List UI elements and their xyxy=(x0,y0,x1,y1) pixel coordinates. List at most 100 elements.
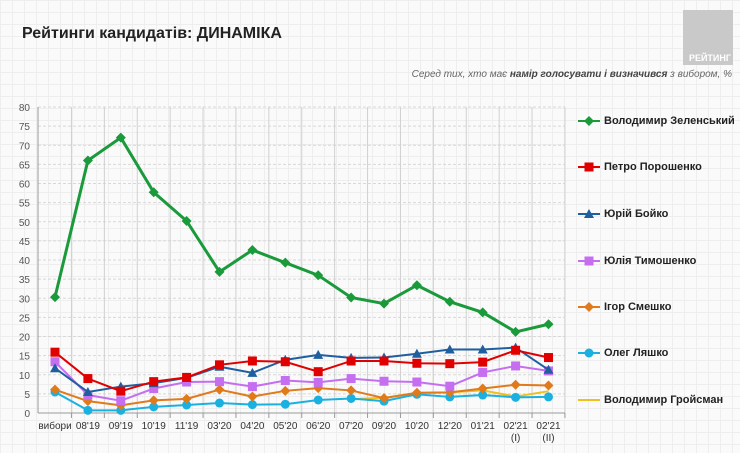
legend-item: Юлія Тимошенко xyxy=(578,255,740,269)
x-tick-label-line: 03'20 xyxy=(207,421,232,432)
legend-item: Володимир Гройсман xyxy=(578,394,740,408)
data-point xyxy=(83,374,93,384)
x-tick-label-line: 09'20 xyxy=(372,421,397,432)
y-tick-label: 15 xyxy=(19,352,31,363)
y-tick-label: 65 xyxy=(19,160,31,171)
x-tick-label-line: 07'20 xyxy=(339,421,364,432)
x-tick-label: 06'20 xyxy=(306,421,331,432)
data-point xyxy=(83,405,93,415)
y-tick-label: 5 xyxy=(24,390,30,401)
data-point xyxy=(346,385,357,396)
data-point xyxy=(346,356,356,366)
y-tick-label: 45 xyxy=(19,237,31,248)
logo-text: РЕЙТИНГ xyxy=(688,53,731,63)
data-point xyxy=(478,367,488,377)
data-point xyxy=(544,392,553,402)
data-point xyxy=(115,132,126,143)
data-point xyxy=(215,398,224,408)
x-tick-label: 01'21 xyxy=(471,421,496,432)
y-tick-label: 10 xyxy=(19,371,31,382)
data-point xyxy=(346,374,356,384)
data-point xyxy=(181,393,192,404)
data-point xyxy=(149,384,159,394)
y-tick-label: 70 xyxy=(19,141,31,152)
legend-item: Юрій Бойко xyxy=(578,208,740,222)
legend-label: Володимир Зеленський xyxy=(604,115,735,128)
data-point xyxy=(445,381,455,391)
data-point xyxy=(215,377,224,387)
x-tick-label-line: (II) xyxy=(542,433,554,444)
legend-marker xyxy=(584,256,594,266)
y-tick-label: 55 xyxy=(19,199,31,210)
x-tick-label-line: 06'20 xyxy=(306,421,331,432)
legend-label: Юлія Тимошенко xyxy=(604,255,697,268)
legend-label: Володимир Гройсман xyxy=(604,394,724,407)
data-point xyxy=(182,372,192,382)
legend-marker xyxy=(584,302,594,313)
y-tick-label: 80 xyxy=(19,103,31,114)
series-line xyxy=(54,361,549,402)
data-point xyxy=(543,364,554,374)
data-point xyxy=(379,356,389,366)
subtitle-post: з вибором, % xyxy=(667,69,732,80)
data-point xyxy=(313,367,323,377)
data-point xyxy=(50,292,60,303)
x-tick-label: 10'19 xyxy=(142,421,167,432)
legend-label: Ігор Смешко xyxy=(604,301,672,314)
data-point xyxy=(313,395,323,405)
x-tick-label: 03'20 xyxy=(207,421,232,432)
data-point xyxy=(379,298,389,309)
data-point xyxy=(280,399,290,409)
data-point xyxy=(543,319,554,330)
x-tick-label: 12'20 xyxy=(438,421,463,432)
series-line xyxy=(53,135,549,334)
data-point xyxy=(313,349,324,359)
data-point xyxy=(411,280,422,291)
logo: РЕЙТИНГ xyxy=(683,10,733,65)
x-tick-label: 02'21 (II) xyxy=(536,421,561,444)
x-tick-label-line: 08'19 xyxy=(76,421,101,432)
x-tick-label: 02'21 (I) xyxy=(504,421,529,444)
x-tick-label-line: 04'20 xyxy=(240,421,265,432)
data-point xyxy=(346,393,356,403)
data-point xyxy=(411,387,422,398)
legend-item: Петро Порошенко xyxy=(578,161,740,175)
legend-swatch xyxy=(578,162,600,172)
y-tick-label: 25 xyxy=(19,313,31,324)
series-line xyxy=(54,391,549,412)
data-point xyxy=(50,363,60,373)
data-point xyxy=(247,367,258,377)
subtitle-bold: намір голосувати і визначився xyxy=(509,69,668,80)
data-point xyxy=(149,402,159,412)
data-point xyxy=(346,292,357,303)
data-point xyxy=(182,400,192,410)
data-point xyxy=(478,390,488,400)
data-point xyxy=(477,383,488,394)
data-point xyxy=(82,155,93,166)
x-tick-label-line: 10'19 xyxy=(142,421,167,432)
data-point xyxy=(50,384,60,395)
data-point xyxy=(247,245,258,256)
data-point xyxy=(280,257,291,268)
data-point xyxy=(544,353,553,363)
x-tick-label: 10'20 xyxy=(405,421,430,432)
data-point xyxy=(445,359,455,369)
y-tick-label: 30 xyxy=(19,294,31,305)
data-point xyxy=(247,400,257,410)
data-point xyxy=(280,375,290,385)
data-point xyxy=(511,361,521,371)
data-point xyxy=(116,396,126,406)
page-title: Рейтинги кандидатів: ДИНАМІКА xyxy=(22,25,282,42)
legend-label: Петро Порошенко xyxy=(604,161,702,174)
data-point xyxy=(411,348,422,358)
x-tick-label-line: 01'21 xyxy=(471,421,496,432)
x-tick-label: 05'20 xyxy=(273,421,298,432)
data-point xyxy=(379,376,389,386)
legend-item: Олег Ляшко xyxy=(578,347,740,361)
y-tick-label: 35 xyxy=(19,275,31,286)
legend-swatch xyxy=(578,348,600,358)
data-point xyxy=(148,187,159,198)
data-point xyxy=(280,357,290,367)
